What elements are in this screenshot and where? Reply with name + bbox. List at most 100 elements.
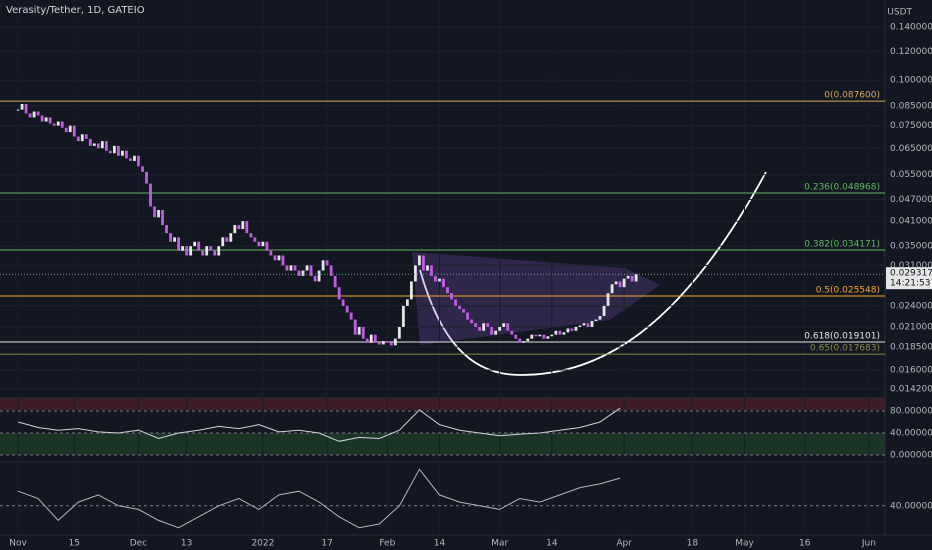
- y-tick-label: 0.065000: [890, 144, 932, 154]
- candle: [409, 281, 413, 300]
- y-tick-label: 0.055000: [890, 170, 932, 180]
- countdown-label: 14:21:53: [890, 279, 930, 289]
- candle: [24, 104, 28, 114]
- candle: [373, 334, 377, 343]
- x-tick-label: Dec: [130, 539, 147, 549]
- pattern-zone: [412, 252, 660, 345]
- candle: [377, 342, 381, 345]
- candle: [72, 125, 76, 137]
- x-tick-label: May: [735, 539, 754, 549]
- candle: [422, 255, 425, 271]
- candle: [100, 141, 104, 149]
- candle: [153, 206, 156, 218]
- candle: [614, 281, 618, 285]
- candle: [217, 246, 221, 256]
- candle: [108, 150, 112, 154]
- y-tick-label: 0.140000: [890, 22, 932, 32]
- candle: [56, 121, 60, 126]
- candle: [490, 326, 494, 335]
- candle: [88, 138, 92, 146]
- candle: [257, 241, 261, 247]
- candle: [546, 336, 550, 339]
- x-tick-label: 16: [799, 539, 811, 549]
- candle: [562, 332, 566, 335]
- fib-label: 0.65(0.017683): [810, 344, 880, 354]
- candle: [470, 319, 474, 324]
- candle: [229, 233, 233, 242]
- candle: [273, 255, 277, 261]
- candle: [458, 305, 461, 310]
- candle: [586, 323, 590, 327]
- x-tick-label: Jun: [861, 539, 876, 549]
- candle: [482, 323, 486, 331]
- x-tick-label: Feb: [379, 539, 395, 549]
- candle: [333, 275, 337, 288]
- chart-title: Verasity/Tether, 1D, GATEIO: [6, 5, 145, 16]
- candle: [602, 305, 606, 317]
- fib-label: 0.618(0.019101): [804, 331, 880, 341]
- candle: [594, 319, 598, 322]
- candle: [80, 134, 84, 142]
- candle: [361, 326, 365, 339]
- candle: [125, 150, 128, 159]
- y-tick-label: 0.035000: [890, 242, 932, 252]
- y-tick-label: 0.016000: [890, 365, 932, 375]
- last-price-label: 0.029317: [890, 269, 932, 279]
- candle: [237, 225, 241, 230]
- candle: [337, 287, 341, 300]
- candle: [165, 225, 168, 234]
- candle: [84, 134, 88, 139]
- candle: [498, 326, 502, 331]
- candle: [598, 316, 602, 320]
- candle: [28, 113, 32, 118]
- candle: [116, 145, 120, 156]
- x-tick-label: Mar: [491, 539, 508, 549]
- candle: [265, 241, 269, 251]
- candle: [141, 166, 144, 172]
- candle: [289, 265, 293, 271]
- candle: [205, 246, 209, 256]
- candle: [510, 330, 514, 335]
- candle: [145, 171, 148, 184]
- candle: [129, 158, 132, 161]
- candle: [558, 330, 562, 335]
- candle: [169, 233, 172, 242]
- candle: [405, 299, 409, 306]
- candle: [249, 233, 253, 238]
- candle: [418, 255, 421, 266]
- candle: [52, 123, 56, 126]
- candle: [426, 265, 429, 271]
- candle: [446, 287, 449, 294]
- candle: [197, 241, 201, 251]
- fib-label: 0.5(0.025548): [816, 285, 880, 295]
- candle: [157, 209, 160, 218]
- y-tick-label: 0.024000: [890, 301, 932, 311]
- x-tick-label: Nov: [9, 539, 27, 549]
- y-tick-label: 0.031000: [890, 261, 932, 271]
- candle: [92, 143, 96, 146]
- candle: [269, 250, 273, 256]
- y-tick-label: 0.085000: [890, 101, 932, 111]
- candle: [181, 246, 185, 251]
- candle: [542, 334, 546, 339]
- candle: [486, 323, 490, 327]
- candle: [442, 278, 445, 288]
- candle: [36, 111, 40, 116]
- candle: [221, 237, 225, 247]
- candle: [590, 321, 594, 327]
- candle: [578, 325, 582, 327]
- candle: [506, 323, 510, 331]
- x-tick-label: Apr: [616, 539, 632, 549]
- candle: [297, 270, 301, 276]
- candle: [534, 334, 538, 337]
- candle: [574, 326, 578, 331]
- candle: [189, 246, 193, 256]
- last-price-box: [886, 267, 932, 290]
- y-tick-label: 0.021000: [890, 322, 932, 332]
- candle: [133, 155, 136, 161]
- x-tick-label: 14: [434, 539, 446, 549]
- rsi-oversold-band: [0, 433, 885, 455]
- x-tick-label: 17: [321, 539, 332, 549]
- candle: [478, 326, 482, 331]
